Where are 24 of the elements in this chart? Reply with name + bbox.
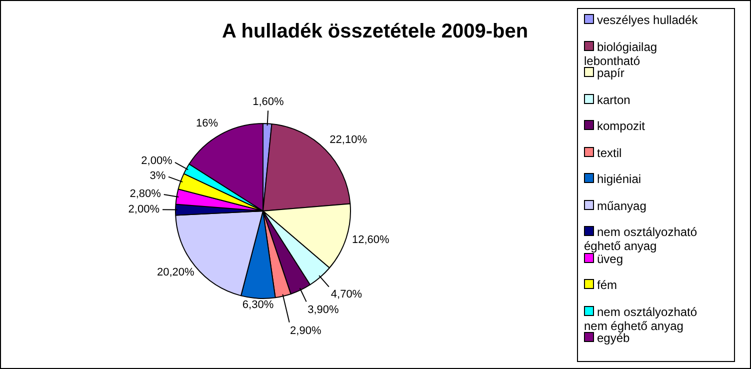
legend-label: műanyag	[596, 198, 648, 212]
data-label: 6,30%	[242, 298, 274, 311]
legend-label: veszélyes hulladék	[596, 13, 699, 27]
data-label: 2,80%	[130, 188, 162, 200]
legend-label: textil	[596, 146, 623, 160]
legend-label: fém	[596, 278, 618, 292]
legend-label: üveg	[597, 252, 624, 266]
text: A hulladék összetétele 2009-ben	[222, 20, 528, 43]
data-label: 3,90%	[308, 304, 340, 316]
data-label: 1,60%	[252, 96, 284, 108]
legend-label: karton	[596, 92, 632, 106]
data-label: 3%	[150, 170, 166, 182]
data-label: 22,10%	[330, 134, 368, 146]
legend-label: higiéniai	[596, 172, 642, 186]
data-label: 2,00%	[128, 204, 160, 216]
data-label: 20,20%	[157, 266, 195, 278]
data-label: 16%	[196, 118, 218, 130]
data-label: 2,00%	[141, 155, 173, 168]
legend-label: kompozit	[596, 119, 646, 133]
data-label: 12,60%	[352, 234, 390, 246]
legend-label: papír	[596, 66, 626, 80]
data-label: 2,90%	[290, 324, 322, 337]
legend-label: egyéb	[596, 331, 630, 345]
data-label: 4,70%	[330, 288, 362, 301]
